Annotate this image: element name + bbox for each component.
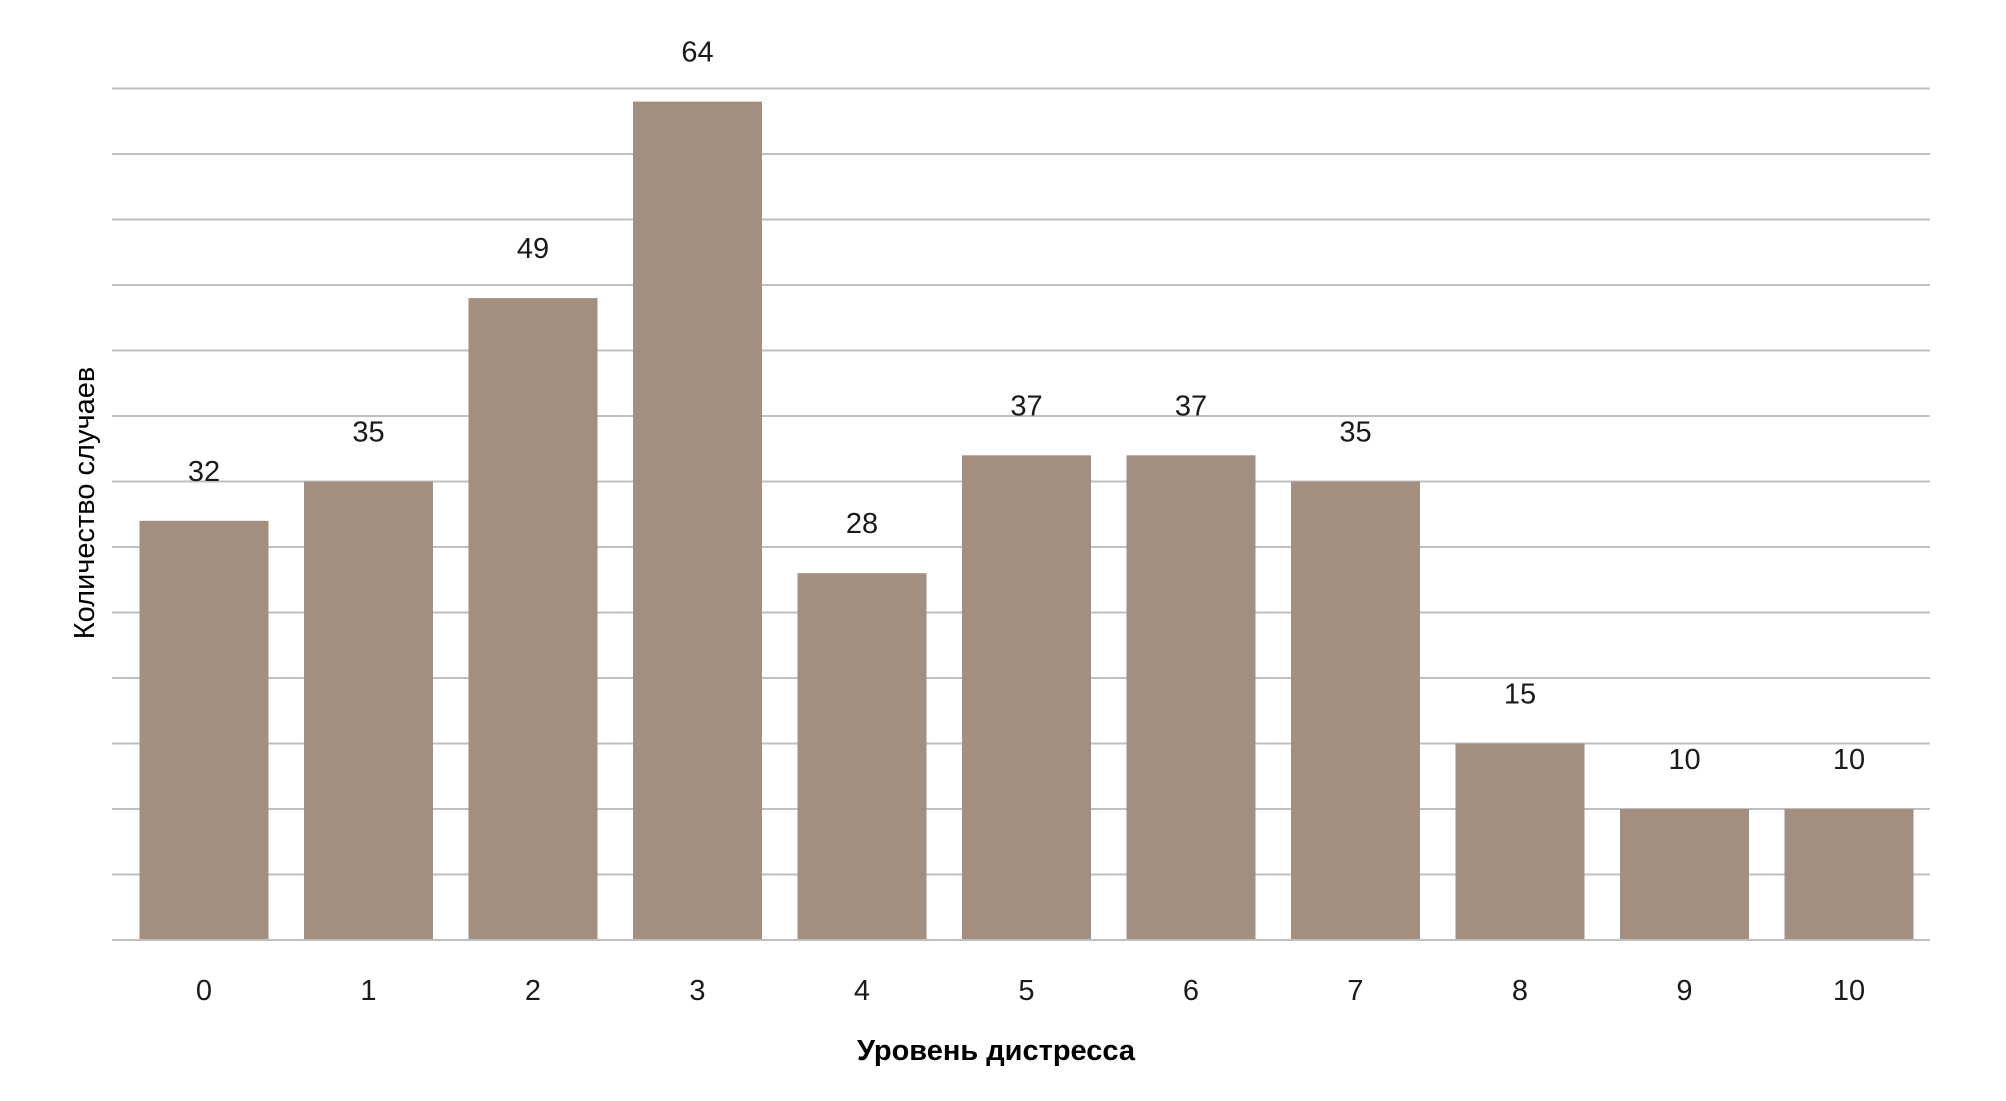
bar-1 — [304, 481, 433, 940]
x-tick-label-1: 1 — [360, 975, 376, 1007]
x-tick-labels: 0 1 2 3 4 5 6 7 8 9 10 — [196, 975, 1865, 1007]
data-label-5: 37 — [1010, 390, 1042, 422]
data-label-8: 15 — [1504, 679, 1536, 711]
bar-6 — [1126, 455, 1256, 940]
data-label-2: 49 — [517, 233, 549, 265]
bars — [139, 101, 1914, 941]
x-tick-label-0: 0 — [196, 975, 212, 1007]
x-tick-label-8: 8 — [1512, 975, 1528, 1007]
bar-10 — [1784, 809, 1914, 940]
bar-7 — [1291, 481, 1420, 940]
data-label-9: 10 — [1668, 744, 1700, 776]
x-tick-label-5: 5 — [1018, 975, 1034, 1007]
x-tick-label-9: 9 — [1676, 975, 1692, 1007]
data-labels: 32 35 49 64 28 37 37 35 15 10 10 — [188, 37, 1865, 776]
bar-4 — [797, 573, 927, 940]
x-tick-label-3: 3 — [689, 975, 705, 1007]
data-label-1: 35 — [352, 417, 384, 449]
y-axis-title: Количество случаев — [69, 367, 101, 639]
bar-9 — [1620, 809, 1749, 940]
data-label-7: 35 — [1339, 417, 1371, 449]
bar-3 — [633, 101, 762, 941]
bar-2 — [468, 298, 598, 941]
x-tick-label-10: 10 — [1833, 975, 1865, 1007]
bar-8 — [1455, 743, 1585, 940]
x-tick-label-7: 7 — [1347, 975, 1363, 1007]
x-tick-label-4: 4 — [854, 975, 870, 1007]
data-label-0: 32 — [188, 456, 220, 488]
data-label-10: 10 — [1833, 744, 1865, 776]
x-tick-label-2: 2 — [525, 975, 541, 1007]
x-tick-label-6: 6 — [1183, 975, 1199, 1007]
data-label-6: 37 — [1175, 390, 1207, 422]
data-label-3: 64 — [681, 37, 713, 69]
data-label-4: 28 — [846, 508, 878, 540]
bar-0 — [139, 520, 269, 940]
bar-5 — [962, 455, 1091, 940]
x-axis-title: Уровень дистресса — [857, 1035, 1136, 1067]
